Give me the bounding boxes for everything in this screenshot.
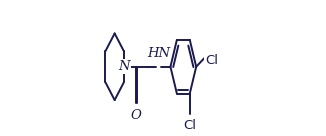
Text: HN: HN xyxy=(147,47,170,60)
Text: Cl: Cl xyxy=(205,54,218,67)
Text: O: O xyxy=(130,109,141,122)
Text: Cl: Cl xyxy=(183,119,196,132)
Text: N: N xyxy=(118,60,130,73)
